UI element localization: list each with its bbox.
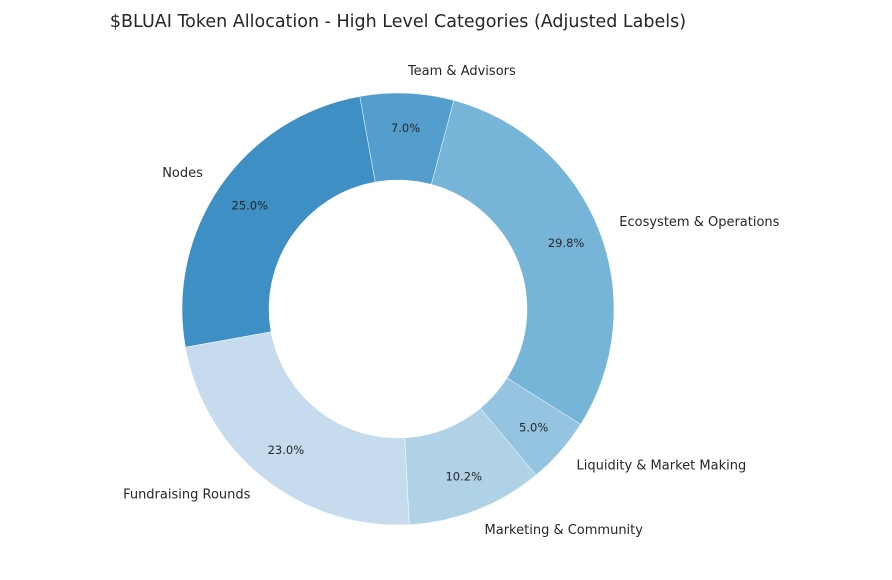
slice-nodes [181,96,376,348]
label-liquidity-and-market-making: Liquidity & Market Making [577,458,747,473]
label-team-and-advisors: Team & Advisors [407,64,516,79]
pct-label-fundraising-rounds: 23.0% [268,443,305,457]
slices-layer [181,92,615,526]
labels-layer: Team & Advisors 7.0% Nodes 25.0% Fundraising… [123,64,780,538]
pct-label-marketing-and-community: 10.2% [445,470,482,484]
label-ecosystem-and-operations: Ecosystem & Operations [619,215,779,230]
slice-ecosystem-and-operations [431,100,615,425]
slice-fundraising-rounds [185,331,410,526]
chart-title: $BLUAI Token Allocation - High Level Cat… [109,12,687,32]
label-marketing-and-community: Marketing & Community [485,523,644,538]
label-fundraising-rounds: Fundraising Rounds [123,488,251,503]
label-nodes: Nodes [162,166,203,181]
pct-label-nodes: 25.0% [232,198,269,212]
pct-label-ecosystem-and-operations: 29.8% [548,236,585,250]
pct-label-team-and-advisors: 7.0% [391,121,420,135]
pct-label-liquidity-and-market-making: 5.0% [519,421,548,435]
